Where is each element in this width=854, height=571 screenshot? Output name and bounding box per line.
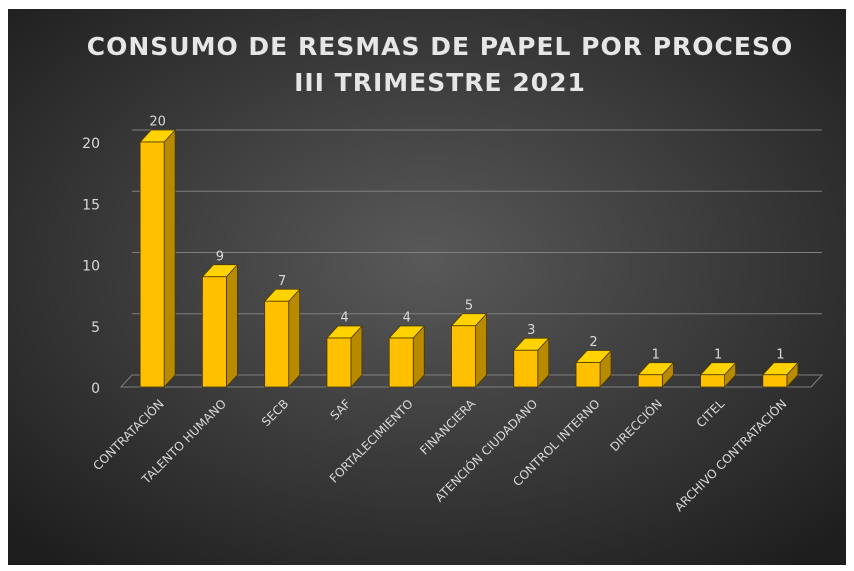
data-label: 5 xyxy=(465,298,473,313)
bar-side xyxy=(475,312,487,389)
data-label: 9 xyxy=(216,249,224,264)
bar-side xyxy=(288,288,301,389)
data-label: 1 xyxy=(714,347,722,362)
chart-subtitle: III TRIMESTRE 2021 xyxy=(294,68,586,97)
bar xyxy=(388,337,414,388)
y-tick-label: 15 xyxy=(82,197,100,213)
data-label: 20 xyxy=(149,115,166,130)
bar xyxy=(513,349,539,388)
bar xyxy=(139,141,165,388)
bar xyxy=(637,374,663,388)
bar xyxy=(326,337,352,388)
bar xyxy=(264,300,290,388)
bar xyxy=(762,374,788,388)
data-label: 3 xyxy=(527,323,535,338)
bar xyxy=(575,362,601,388)
data-label: 1 xyxy=(652,347,660,362)
bar xyxy=(202,276,227,388)
bar-side xyxy=(163,128,176,389)
bar xyxy=(451,325,476,388)
data-label: 4 xyxy=(340,311,348,326)
y-tick-label: 5 xyxy=(91,320,100,336)
y-tick-label: 0 xyxy=(91,381,100,397)
data-label: 1 xyxy=(776,347,784,362)
data-label: 2 xyxy=(589,335,597,350)
chart-title: CONSUMO DE RESMAS DE PAPEL POR PROCESO xyxy=(87,32,793,61)
y-tick-label: 20 xyxy=(82,136,100,152)
y-tick-label: 10 xyxy=(82,259,100,275)
data-label: 4 xyxy=(403,311,411,326)
data-label: 7 xyxy=(278,274,286,289)
bar-side xyxy=(226,263,238,389)
bar xyxy=(700,374,725,388)
